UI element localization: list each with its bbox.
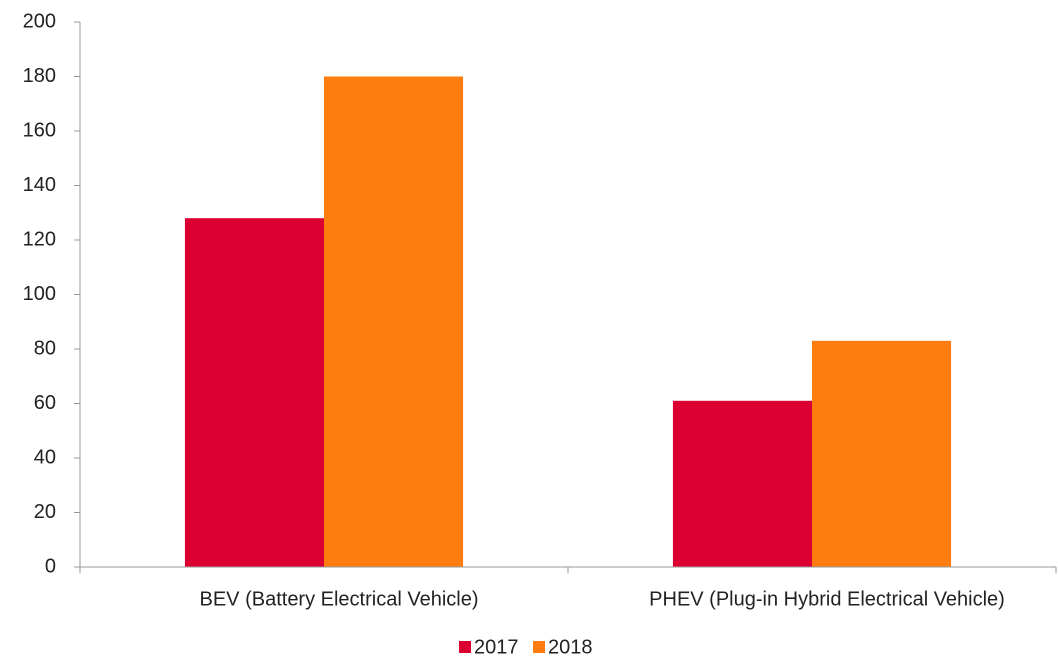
legend-swatch xyxy=(533,641,545,653)
x-tick-label: BEV (Battery Electrical Vehicle) xyxy=(200,588,479,610)
y-tick-label: 100 xyxy=(23,283,56,305)
y-tick-label: 20 xyxy=(34,501,56,523)
y-tick-label: 140 xyxy=(23,174,56,196)
y-tick-label: 180 xyxy=(23,65,56,87)
y-tick-label: 120 xyxy=(23,228,56,250)
y-tick-label: 0 xyxy=(45,555,56,577)
legend-swatch xyxy=(459,641,471,653)
bar xyxy=(812,340,952,567)
y-tick-label: 40 xyxy=(34,446,56,468)
legend-label: 2018 xyxy=(548,636,593,658)
bar xyxy=(184,218,324,567)
y-tick-label: 160 xyxy=(23,119,56,141)
y-tick-label: 60 xyxy=(34,392,56,414)
y-tick-label: 200 xyxy=(23,10,56,32)
bar xyxy=(672,400,812,567)
x-tick-label: PHEV (Plug-in Hybrid Electrical Vehicle) xyxy=(649,588,1005,610)
legend-label: 2017 xyxy=(474,636,519,658)
bar xyxy=(324,76,464,567)
y-tick-label: 80 xyxy=(34,337,56,359)
